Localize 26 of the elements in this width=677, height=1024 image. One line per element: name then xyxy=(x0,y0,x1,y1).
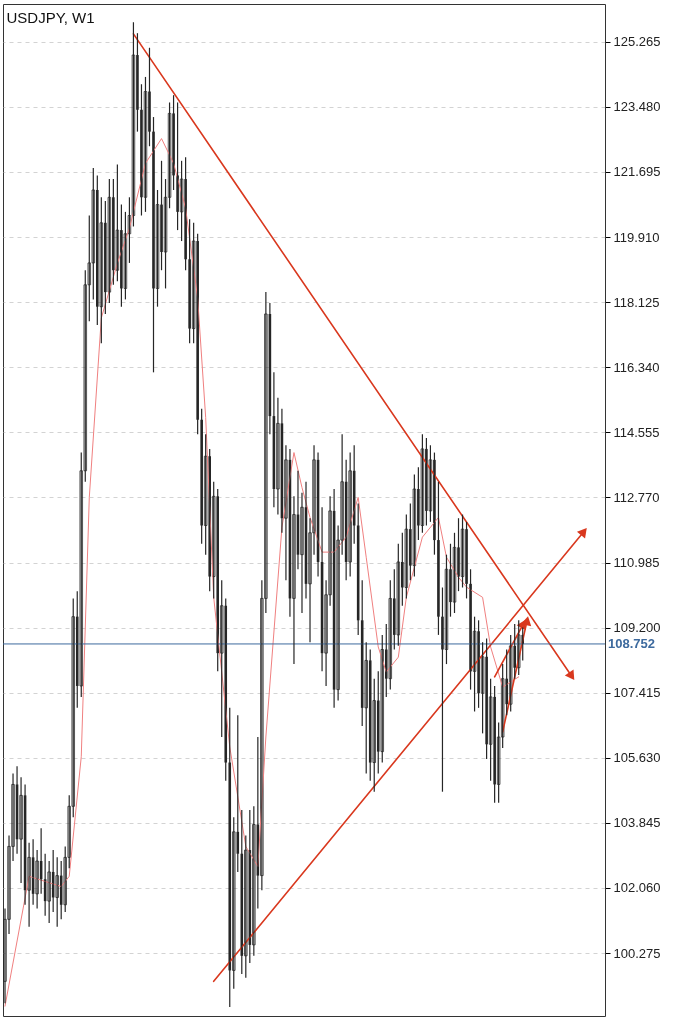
y-tick-label: 118.125 xyxy=(613,294,660,310)
y-tick-label: 100.275 xyxy=(613,945,661,961)
candlestick xyxy=(452,532,457,614)
y-tick-label: 119.910 xyxy=(613,229,660,245)
line-series xyxy=(4,138,520,1007)
chart-title: USDJPY, W1 xyxy=(6,9,95,26)
candlestick xyxy=(143,76,148,213)
candlestick xyxy=(412,473,417,578)
y-tick-label: 125.265 xyxy=(613,34,661,50)
y-tick-label: 112.770 xyxy=(613,489,660,505)
candlestick xyxy=(444,554,449,665)
y-tick-label: 114.555 xyxy=(613,424,660,440)
y-tick-label: 121.695 xyxy=(613,164,661,180)
y-tick-label: 109.200 xyxy=(613,620,661,636)
y-tick-label: 110.985 xyxy=(613,555,660,571)
y-tick-label: 116.340 xyxy=(613,359,660,375)
y-tick-label: 123.480 xyxy=(613,99,661,115)
y-tick-label: 102.060 xyxy=(613,880,661,896)
y-tick-label: 105.630 xyxy=(613,750,661,766)
candlestick xyxy=(460,513,465,589)
candlestick xyxy=(517,619,521,676)
candlestick xyxy=(348,451,352,578)
candlestick xyxy=(396,543,401,647)
y-tick-label: 107.415 xyxy=(613,685,661,701)
y-tick-label: 103.845 xyxy=(613,815,661,831)
ref-line-label: 108.752 xyxy=(608,635,655,651)
